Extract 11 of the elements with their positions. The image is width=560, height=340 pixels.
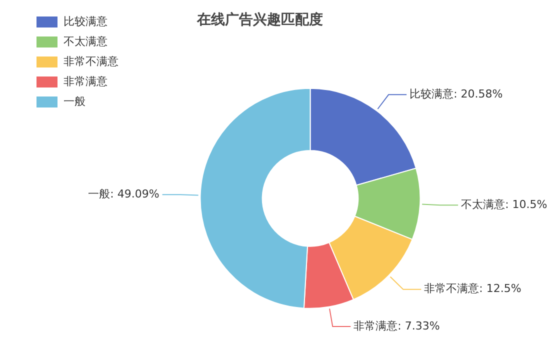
data-label: 一般: 49.09%	[88, 188, 160, 201]
legend-label: 非常不满意	[64, 54, 118, 68]
legend-label: 比较满意	[64, 14, 108, 28]
legend-label: 非常满意	[64, 74, 108, 88]
legend-label: 一般	[64, 94, 86, 108]
chart-title: 在线广告兴趣匹配度	[196, 11, 323, 28]
legend-label: 不太满意	[64, 34, 108, 48]
data-label: 不太满意: 10.5%	[461, 198, 548, 212]
data-label: 非常满意: 7.33%	[354, 319, 440, 332]
data-label: 非常不满意: 12.5%	[424, 282, 522, 296]
data-label: 比较满意: 20.58%	[410, 87, 503, 100]
